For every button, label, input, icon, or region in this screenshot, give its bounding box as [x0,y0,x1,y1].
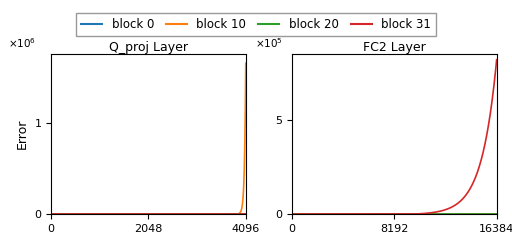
Legend: block 0, block 10, block 20, block 31: block 0, block 10, block 20, block 31 [76,13,436,36]
Title: FC2 Layer: FC2 Layer [363,41,425,54]
Text: $\times10^5$: $\times10^5$ [255,36,283,50]
Title: Q_proj Layer: Q_proj Layer [109,41,188,54]
Text: $\times10^6$: $\times10^6$ [8,36,36,50]
Y-axis label: Error: Error [16,119,29,149]
